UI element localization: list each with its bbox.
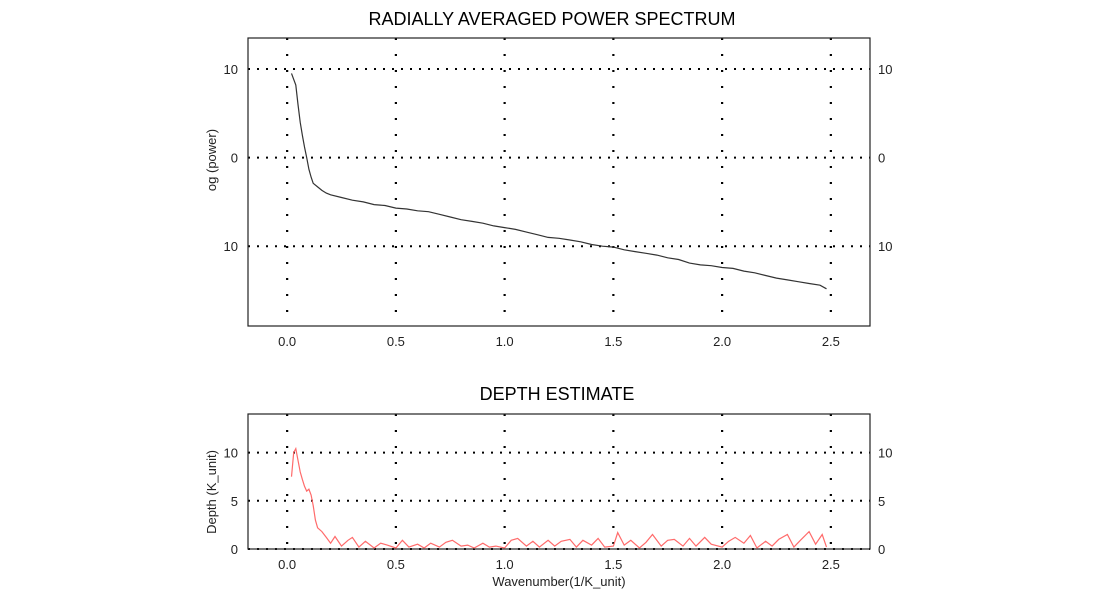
x-tick-label: 2.0: [713, 557, 731, 572]
x-tick-label: 0.5: [387, 334, 405, 349]
depth-estimate-title: DEPTH ESTIMATE: [480, 384, 635, 404]
y-tick-label-left: 10: [224, 446, 238, 461]
power-spectrum-plot-frame: [247, 37, 871, 327]
y-tick-label-left: 10: [224, 239, 238, 254]
x-tick-label: 1.5: [604, 557, 622, 572]
power-spectrum-title: RADIALLY AVERAGED POWER SPECTRUM: [368, 9, 735, 29]
depth-estimate-ylabel: Depth (K_unit): [204, 450, 219, 534]
power-spectrum-grid: [248, 38, 870, 326]
x-tick-label: 1.0: [496, 334, 514, 349]
power-spectrum-ylabel: og (power): [204, 129, 219, 191]
depth-estimate-grid: [248, 414, 870, 550]
depth-estimate-ticks: 0.0 0.5 1.0 1.5 2.0 2.5 10 10 5 5 0 0: [224, 446, 893, 572]
x-tick-label: 1.0: [496, 557, 514, 572]
y-tick-label-right: 10: [878, 62, 892, 77]
power-spectrum-chart: RADIALLY AVERAGED POWER SPECTRUM 0.0 0.5 1…: [204, 9, 892, 349]
y-tick-label-right: 5: [878, 494, 885, 509]
y-tick-label-right: 10: [878, 239, 892, 254]
y-tick-label-right: 0: [878, 151, 885, 166]
y-tick-label-left: 0: [231, 542, 238, 557]
depth-estimate-chart: DEPTH ESTIMATE 0.0 0.5 1.0 1.5 2.0 2.510 105 50…: [204, 384, 892, 589]
y-tick-label-left: 0: [231, 151, 238, 166]
power-spectrum-series-line: [290, 73, 827, 290]
x-tick-label: 2.0: [713, 334, 731, 349]
x-tick-label: 1.5: [604, 334, 622, 349]
y-tick-label-left: 5: [231, 494, 238, 509]
y-tick-label-right: 10: [878, 446, 892, 461]
x-tick-label: 0.0: [278, 557, 296, 572]
x-tick-label: 0.5: [387, 557, 405, 572]
x-tick-label: 0.0: [278, 334, 296, 349]
depth-estimate-series-line: [290, 446, 828, 549]
power-spectrum-ticks: 0.0 0.5 1.0 1.5 2.0 2.5 10 10 0 0 10 10: [224, 62, 893, 349]
y-tick-label-right: 0: [878, 542, 885, 557]
depth-estimate-plot-frame: [247, 413, 871, 550]
depth-estimate-xlabel: Wavenumber(1/K_unit): [492, 574, 625, 589]
y-tick-label-left: 10: [224, 62, 238, 77]
x-tick-label: 2.5: [822, 334, 840, 349]
x-tick-label: 2.5: [822, 557, 840, 572]
